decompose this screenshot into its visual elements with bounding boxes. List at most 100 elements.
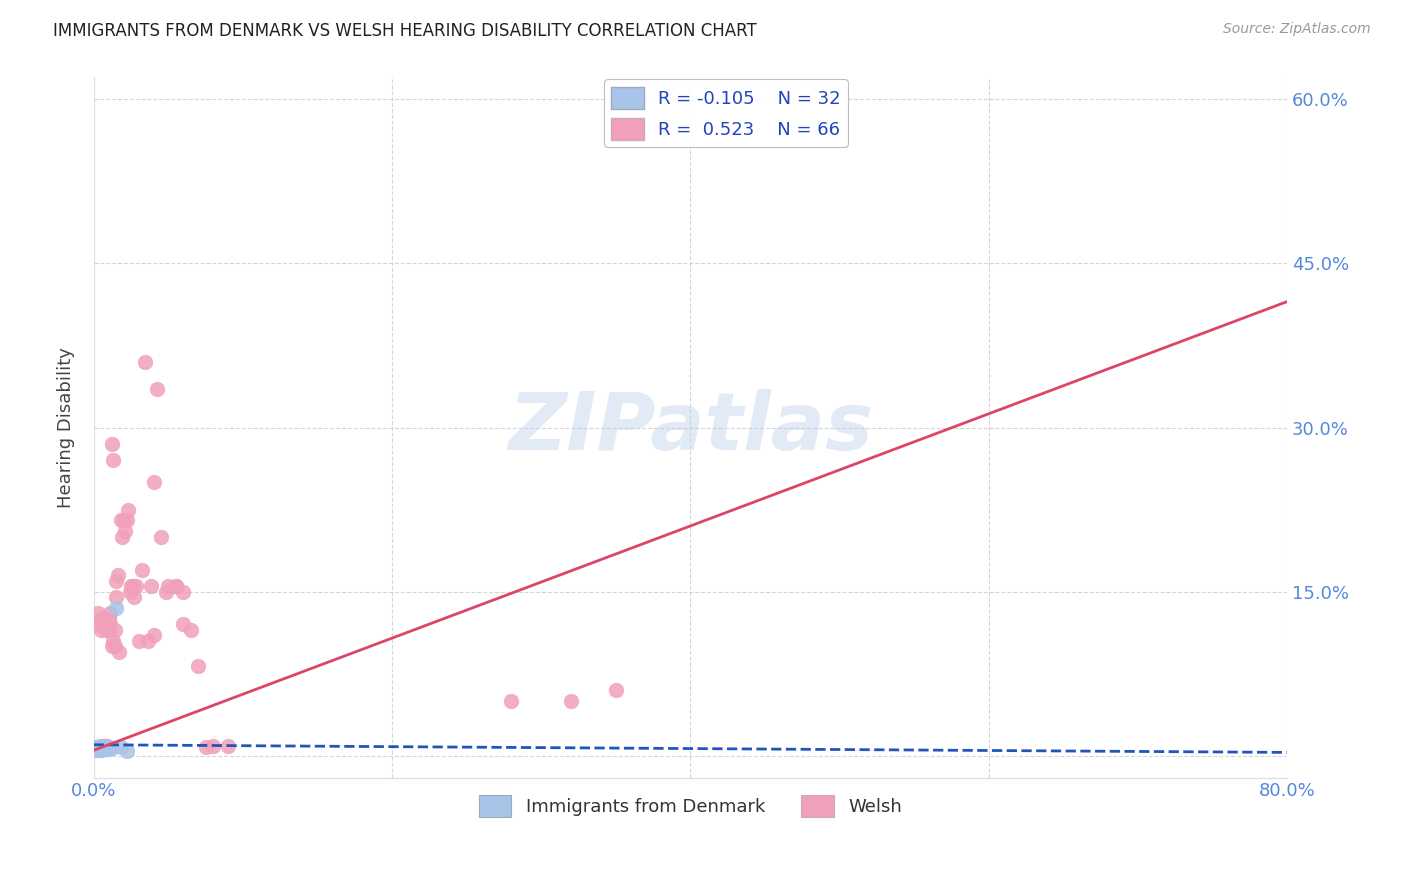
- Point: [101, 437, 124, 451]
- Point: [122, 590, 145, 604]
- Point: [87, 743, 110, 757]
- Point: [202, 739, 225, 753]
- Point: [86, 739, 108, 754]
- Point: [90, 743, 112, 757]
- Point: [97, 742, 120, 756]
- Point: [105, 590, 128, 604]
- Point: [110, 739, 132, 754]
- Point: [87, 607, 110, 621]
- Point: [90, 739, 112, 753]
- Point: [117, 502, 139, 516]
- Point: [128, 633, 150, 648]
- Point: [96, 739, 118, 753]
- Point: [110, 514, 132, 528]
- Point: [101, 640, 124, 654]
- Point: [142, 475, 165, 490]
- Point: [84, 743, 107, 757]
- Point: [115, 514, 138, 528]
- Point: [145, 382, 167, 396]
- Point: [112, 514, 135, 528]
- Point: [125, 579, 148, 593]
- Point: [87, 741, 110, 756]
- Point: [91, 739, 114, 753]
- Point: [86, 739, 108, 754]
- Point: [84, 742, 107, 756]
- Point: [217, 739, 239, 753]
- Point: [90, 739, 112, 754]
- Point: [93, 617, 115, 632]
- Point: [605, 683, 627, 698]
- Point: [103, 453, 125, 467]
- Text: IMMIGRANTS FROM DENMARK VS WELSH HEARING DISABILITY CORRELATION CHART: IMMIGRANTS FROM DENMARK VS WELSH HEARING…: [53, 22, 758, 40]
- Point: [187, 659, 209, 673]
- Point: [118, 584, 141, 599]
- Point: [87, 739, 110, 754]
- Point: [172, 584, 194, 599]
- Legend: Immigrants from Denmark, Welsh: Immigrants from Denmark, Welsh: [471, 788, 910, 824]
- Point: [94, 623, 117, 637]
- Point: [131, 563, 153, 577]
- Point: [150, 530, 173, 544]
- Point: [94, 739, 117, 753]
- Point: [194, 739, 217, 754]
- Point: [111, 530, 134, 544]
- Point: [134, 355, 156, 369]
- Point: [114, 524, 136, 539]
- Point: [172, 617, 194, 632]
- Point: [121, 579, 143, 593]
- Point: [155, 584, 177, 599]
- Point: [180, 623, 202, 637]
- Point: [560, 694, 582, 708]
- Point: [501, 694, 523, 708]
- Point: [91, 739, 114, 754]
- Point: [120, 579, 142, 593]
- Point: [89, 741, 111, 756]
- Point: [98, 607, 121, 621]
- Point: [84, 742, 107, 756]
- Point: [96, 739, 118, 754]
- Point: [84, 741, 107, 756]
- Point: [115, 744, 138, 758]
- Point: [97, 741, 120, 756]
- Point: [86, 741, 108, 756]
- Point: [89, 743, 111, 757]
- Point: [104, 623, 127, 637]
- Point: [136, 633, 159, 648]
- Point: [93, 741, 115, 756]
- Point: [157, 579, 180, 593]
- Text: Source: ZipAtlas.com: Source: ZipAtlas.com: [1223, 22, 1371, 37]
- Point: [105, 601, 128, 615]
- Point: [89, 739, 111, 754]
- Point: [104, 640, 127, 654]
- Y-axis label: Hearing Disability: Hearing Disability: [58, 347, 75, 508]
- Point: [93, 742, 115, 756]
- Point: [142, 628, 165, 642]
- Point: [94, 739, 117, 754]
- Point: [89, 617, 111, 632]
- Point: [86, 743, 108, 757]
- Point: [101, 741, 124, 756]
- Point: [165, 579, 187, 593]
- Point: [90, 742, 112, 756]
- Point: [96, 617, 118, 632]
- Point: [97, 612, 120, 626]
- Point: [91, 742, 114, 756]
- Point: [87, 739, 110, 754]
- Point: [107, 568, 129, 582]
- Point: [86, 741, 108, 756]
- Text: ZIPatlas: ZIPatlas: [508, 389, 873, 467]
- Point: [94, 742, 117, 756]
- Point: [86, 742, 108, 756]
- Point: [90, 623, 112, 637]
- Point: [105, 574, 128, 588]
- Point: [93, 612, 115, 626]
- Point: [90, 612, 112, 626]
- Point: [87, 742, 110, 756]
- Point: [96, 742, 118, 756]
- Point: [91, 741, 114, 756]
- Point: [165, 579, 187, 593]
- Point: [98, 617, 121, 632]
- Point: [103, 633, 125, 648]
- Point: [139, 579, 162, 593]
- Point: [108, 645, 131, 659]
